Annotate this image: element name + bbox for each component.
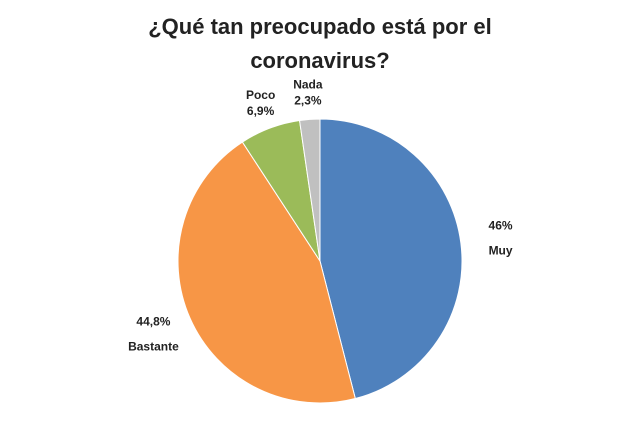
value-label: 6,9% <box>247 104 275 118</box>
value-label: 44,8% <box>136 315 170 329</box>
value-label: 2,3% <box>294 94 322 108</box>
category-label: Muy <box>489 243 513 257</box>
category-label: Bastante <box>128 340 179 354</box>
value-label: 46% <box>489 218 513 232</box>
pie-slice <box>177 141 356 404</box>
pie-slice <box>298 118 321 262</box>
category-label: Nada <box>293 78 323 92</box>
category-label: Poco <box>246 88 275 102</box>
pie-slice <box>319 118 463 400</box>
chart-title: ¿Qué tan preocupado está por el coronavi… <box>148 14 492 73</box>
